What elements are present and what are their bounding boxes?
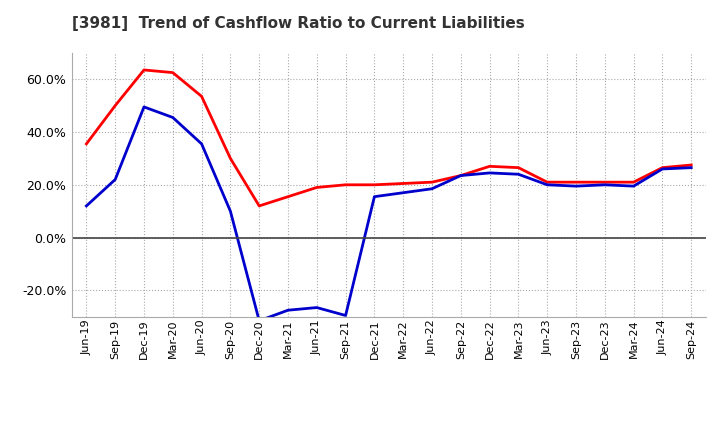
- Free CF to Current Liabilities: [140, 104, 148, 110]
- Operating CF to Current Liabilities: [428, 180, 436, 185]
- Operating CF to Current Liabilities: [543, 180, 552, 185]
- Line: Free CF to Current Liabilities: Free CF to Current Liabilities: [86, 107, 691, 321]
- Operating CF to Current Liabilities: [312, 185, 321, 190]
- Operating CF to Current Liabilities: [658, 165, 667, 170]
- Free CF to Current Liabilities: [312, 305, 321, 310]
- Free CF to Current Liabilities: [82, 203, 91, 209]
- Operating CF to Current Liabilities: [197, 94, 206, 99]
- Free CF to Current Liabilities: [226, 209, 235, 214]
- Free CF to Current Liabilities: [255, 318, 264, 323]
- Free CF to Current Liabilities: [485, 170, 494, 176]
- Operating CF to Current Liabilities: [140, 67, 148, 73]
- Operating CF to Current Liabilities: [370, 182, 379, 187]
- Operating CF to Current Liabilities: [456, 173, 465, 178]
- Operating CF to Current Liabilities: [255, 203, 264, 209]
- Free CF to Current Liabilities: [197, 141, 206, 147]
- Free CF to Current Liabilities: [629, 183, 638, 189]
- Operating CF to Current Liabilities: [572, 180, 580, 185]
- Free CF to Current Liabilities: [456, 173, 465, 178]
- Free CF to Current Liabilities: [168, 115, 177, 120]
- Free CF to Current Liabilities: [687, 165, 696, 170]
- Free CF to Current Liabilities: [658, 166, 667, 172]
- Free CF to Current Liabilities: [600, 182, 609, 187]
- Free CF to Current Liabilities: [399, 190, 408, 195]
- Operating CF to Current Liabilities: [629, 180, 638, 185]
- Operating CF to Current Liabilities: [341, 182, 350, 187]
- Free CF to Current Liabilities: [514, 172, 523, 177]
- Free CF to Current Liabilities: [572, 183, 580, 189]
- Free CF to Current Liabilities: [370, 194, 379, 199]
- Operating CF to Current Liabilities: [111, 103, 120, 108]
- Free CF to Current Liabilities: [543, 182, 552, 187]
- Free CF to Current Liabilities: [428, 186, 436, 191]
- Operating CF to Current Liabilities: [82, 141, 91, 147]
- Operating CF to Current Liabilities: [687, 162, 696, 168]
- Text: [3981]  Trend of Cashflow Ratio to Current Liabilities: [3981] Trend of Cashflow Ratio to Curren…: [72, 16, 525, 31]
- Operating CF to Current Liabilities: [399, 181, 408, 186]
- Free CF to Current Liabilities: [111, 177, 120, 182]
- Line: Operating CF to Current Liabilities: Operating CF to Current Liabilities: [86, 70, 691, 206]
- Operating CF to Current Liabilities: [514, 165, 523, 170]
- Operating CF to Current Liabilities: [485, 164, 494, 169]
- Free CF to Current Liabilities: [341, 313, 350, 318]
- Operating CF to Current Liabilities: [226, 156, 235, 161]
- Operating CF to Current Liabilities: [284, 194, 292, 199]
- Free CF to Current Liabilities: [284, 308, 292, 313]
- Operating CF to Current Liabilities: [600, 180, 609, 185]
- Operating CF to Current Liabilities: [168, 70, 177, 75]
